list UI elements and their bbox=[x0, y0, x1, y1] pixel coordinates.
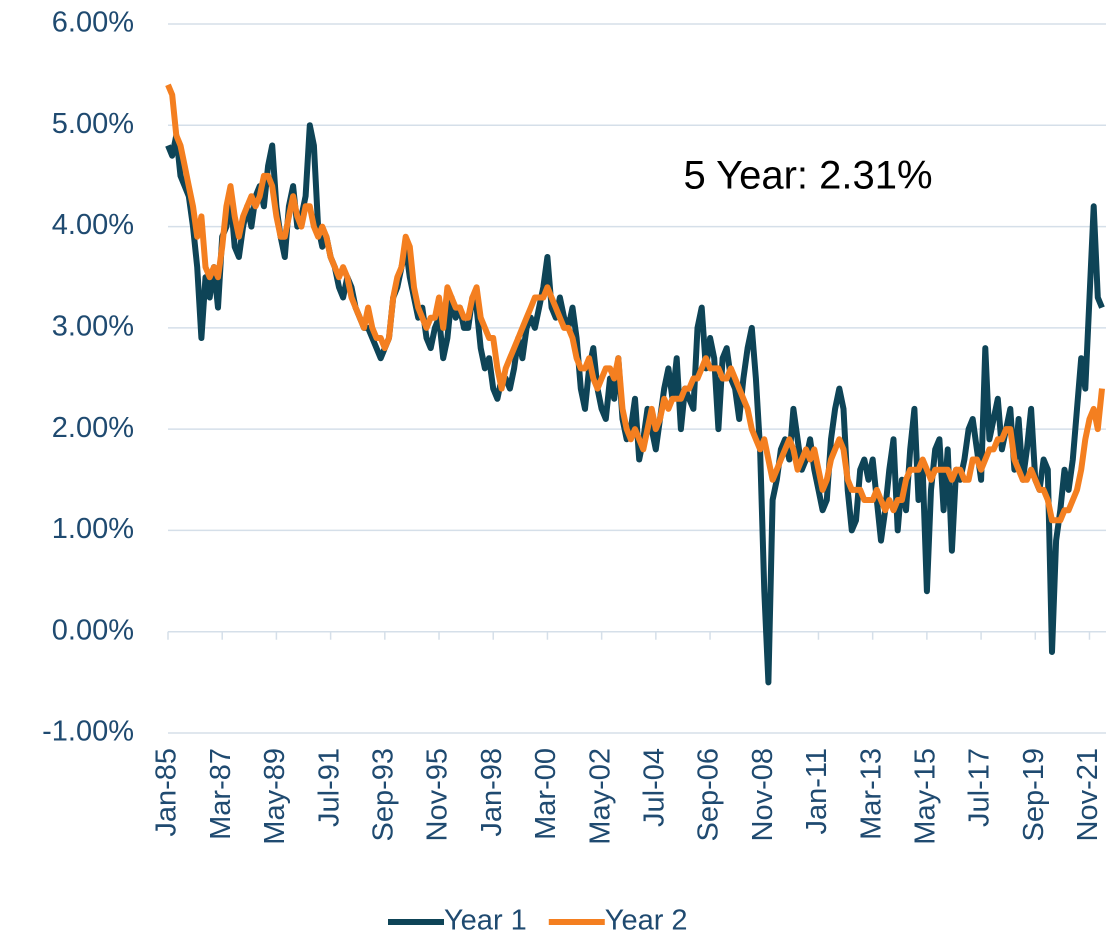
x-tick-label: Nov-21 bbox=[1072, 748, 1104, 842]
x-tick-label: Mar-00 bbox=[530, 748, 562, 840]
y-tick-label: 3.00% bbox=[52, 311, 134, 343]
x-tick-label: Jul-04 bbox=[639, 748, 671, 827]
x-tick-label: May-15 bbox=[910, 748, 942, 845]
x-tick-label: Jul-91 bbox=[313, 748, 345, 827]
x-tick-label: Jan-11 bbox=[801, 748, 833, 835]
x-tick-label: Sep-93 bbox=[367, 748, 399, 842]
y-tick-label: -1.00% bbox=[42, 716, 134, 748]
x-tick-label: Mar-13 bbox=[855, 748, 887, 840]
y-tick-label: 1.00% bbox=[52, 513, 134, 545]
x-tick-label: Jan-98 bbox=[476, 748, 508, 837]
x-tick-label: Sep-19 bbox=[1018, 748, 1050, 842]
x-tick-label: Nov-08 bbox=[747, 748, 779, 842]
y-tick-label: 6.00% bbox=[52, 7, 134, 39]
y-tick-label: 5.00% bbox=[52, 108, 134, 140]
series-line bbox=[165, 83, 1105, 524]
legend-label: Year 1 bbox=[444, 905, 527, 937]
legend: Year 1 Year 2 bbox=[388, 905, 688, 937]
y-tick-label: 2.00% bbox=[52, 412, 134, 444]
x-tick-label: Sep-06 bbox=[693, 748, 725, 842]
y-tick-label: 0.00% bbox=[52, 614, 134, 646]
x-tick-label: Mar-87 bbox=[205, 748, 237, 840]
x-tick-label: Jul-17 bbox=[964, 748, 996, 827]
x-tick-label: Jan-85 bbox=[151, 748, 183, 837]
x-tick-label: May-02 bbox=[584, 748, 616, 845]
legend-label: Year 2 bbox=[605, 905, 688, 937]
x-tick-label: Nov-95 bbox=[422, 748, 454, 842]
annotation: 5 Year: 2.31% bbox=[683, 154, 932, 198]
x-tick-label: May-89 bbox=[259, 748, 291, 845]
y-tick-label: 4.00% bbox=[52, 209, 134, 241]
